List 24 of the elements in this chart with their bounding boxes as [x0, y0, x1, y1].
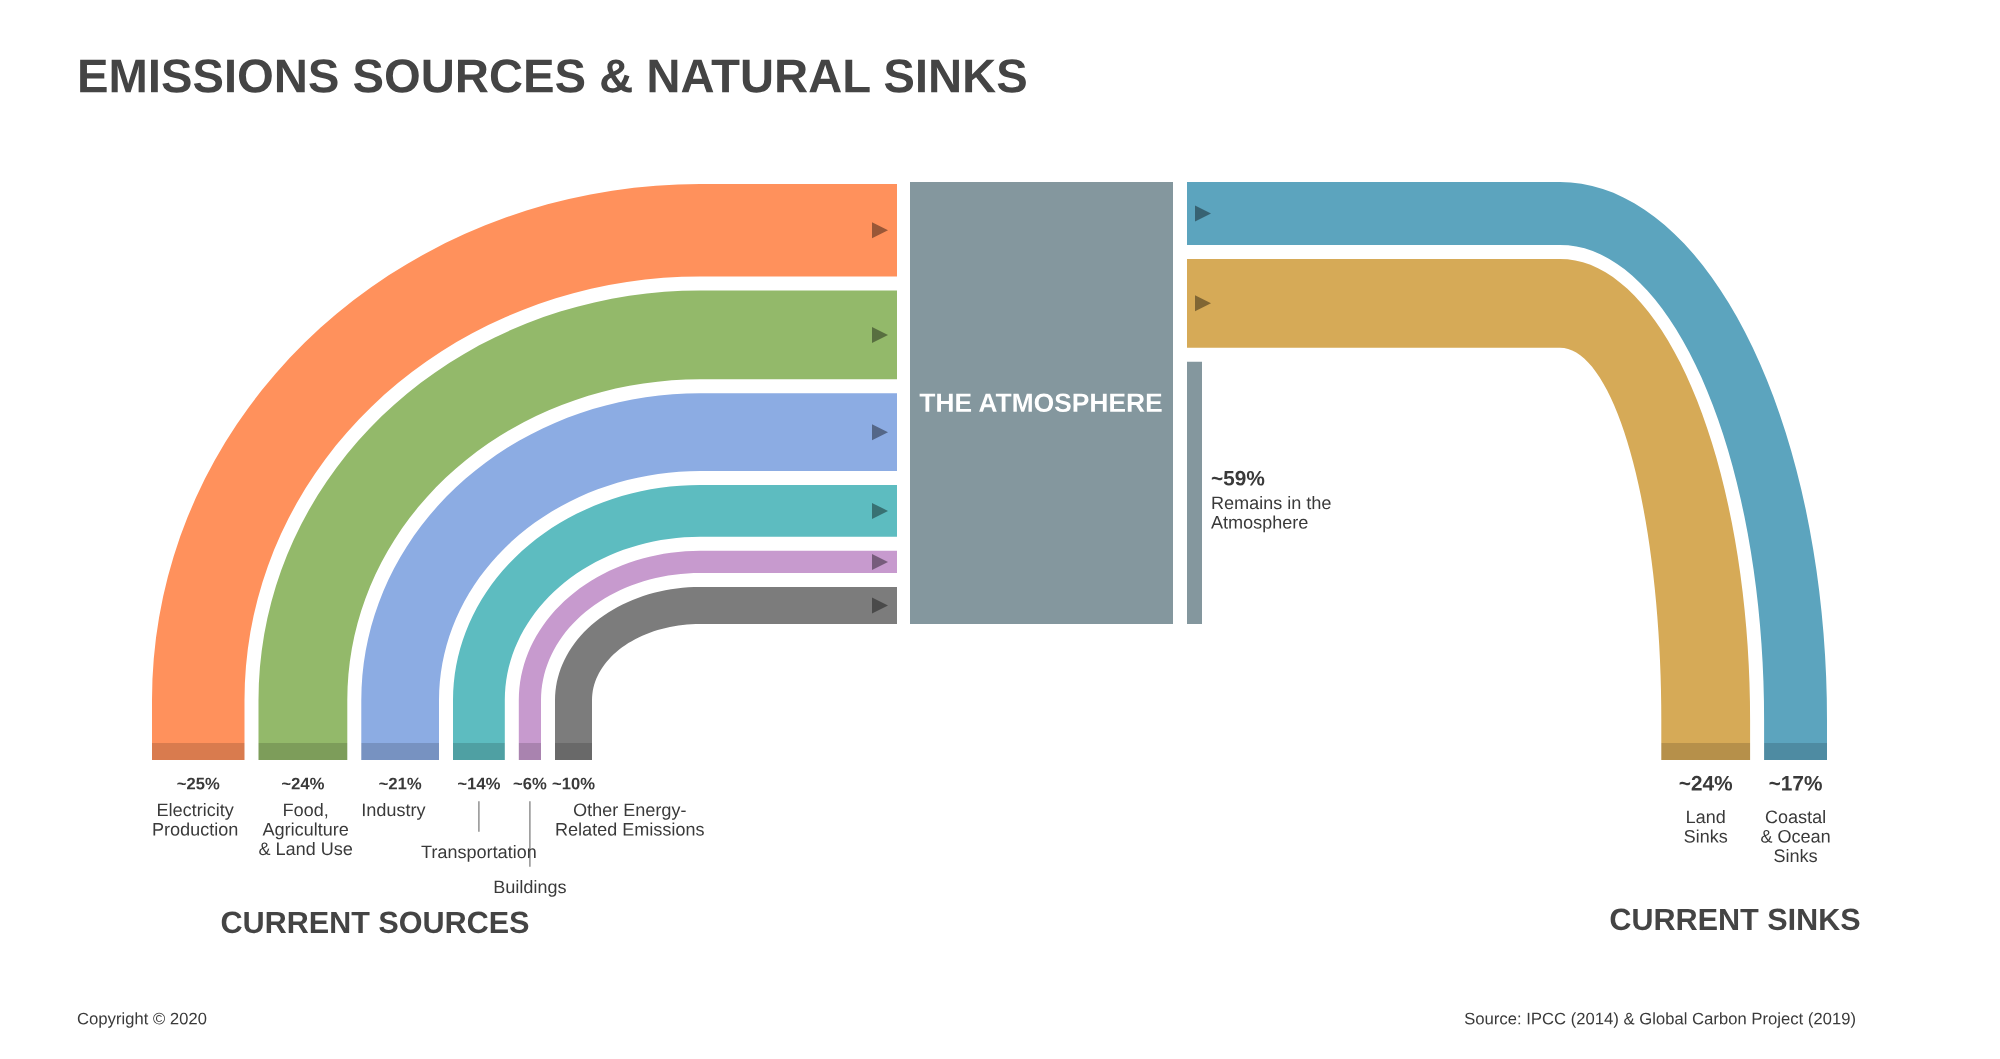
category-label: Buildings — [494, 880, 566, 897]
category-label: Food, Agriculture & Land Use — [259, 803, 353, 856]
data-label: ~24% — [1679, 775, 1733, 791]
category-label: Industry — [362, 803, 426, 820]
category-label: Remains in the Atmosphere — [1211, 496, 1331, 533]
category-label: Coastal & Ocean Sinks — [1761, 810, 1830, 863]
category-label: Electricity Production — [153, 803, 238, 836]
data-label: ~6% — [513, 777, 547, 790]
data-label: ~59% — [1211, 470, 1265, 486]
data-label: ~17% — [1769, 775, 1822, 791]
data-label: ~14% — [458, 777, 501, 790]
category-label: Other Energy- Related Emissions — [556, 803, 704, 836]
text: Copyright © 2020 — [77, 1012, 207, 1028]
category-label: Transportation — [421, 845, 536, 862]
text: CURRENT SINKS — [1610, 908, 1860, 931]
data-label: ~21% — [379, 777, 422, 790]
category-label: Land Sinks — [1684, 810, 1728, 843]
data-label: ~10% — [552, 777, 595, 790]
text: EMISSIONS SOURCES & NATURAL SINKS — [80, 59, 1026, 93]
data-label: ~24% — [282, 777, 325, 790]
data-label: ~25% — [177, 777, 220, 790]
source-note: Source: IPCC (2014) & Global Carbon Project (2019) — [1464, 1012, 1855, 1028]
text: THE ATMOSPHERE — [919, 393, 1162, 413]
text: CURRENT SOURCES — [221, 911, 529, 934]
